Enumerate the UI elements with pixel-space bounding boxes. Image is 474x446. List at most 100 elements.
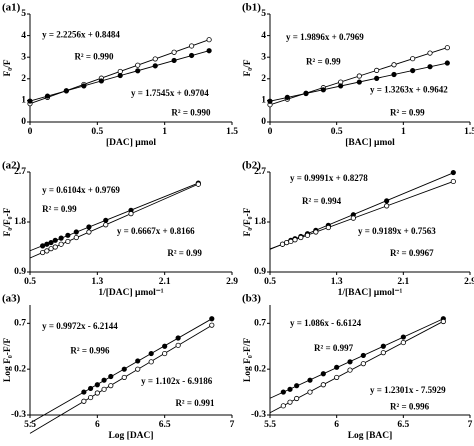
data-point — [88, 394, 94, 401]
data-point — [279, 241, 286, 247]
data-point — [52, 244, 58, 250]
data-point — [101, 386, 107, 392]
data-point — [171, 49, 177, 55]
y-tick-label: 1.8 — [14, 217, 26, 227]
data-point — [98, 78, 104, 84]
data-point — [175, 335, 181, 341]
data-point — [334, 364, 340, 370]
x-tick-label: 2.1 — [159, 277, 171, 287]
data-point — [152, 63, 158, 69]
data-point — [307, 377, 313, 383]
data-point — [94, 390, 100, 396]
data-point — [298, 234, 304, 241]
data-point — [103, 222, 109, 228]
x-axis-label: [BAC] µmol — [345, 138, 395, 148]
data-point — [148, 359, 154, 365]
panel-label: (b1) — [242, 2, 261, 14]
data-point — [48, 239, 54, 246]
annotation: R² = 0.994 — [302, 196, 342, 206]
data-point — [303, 90, 309, 97]
data-point — [380, 350, 386, 356]
data-point — [209, 316, 215, 322]
annotation: y = 1.3263x + 0.9642 — [370, 85, 448, 95]
y-tick-label: 4 — [21, 31, 26, 41]
data-point — [294, 383, 300, 389]
annotation: R² = 0.990 — [74, 51, 114, 61]
y-tick-label: -0.3 — [11, 410, 26, 420]
annotation: y = 1.086x - 6.6124 — [290, 318, 362, 328]
data-point — [108, 373, 114, 380]
data-point — [195, 181, 201, 187]
data-point — [44, 248, 50, 254]
data-point — [391, 62, 397, 68]
trend-line — [29, 318, 213, 424]
data-point — [162, 350, 168, 357]
x-tick-label: 1 — [401, 127, 406, 137]
data-point — [450, 169, 456, 176]
data-point — [189, 43, 195, 49]
x-tick-label: 1.5 — [226, 127, 238, 137]
data-point — [374, 75, 380, 81]
data-point — [267, 98, 273, 104]
annotation: R² = 0.997 — [314, 343, 354, 353]
data-point — [65, 238, 71, 245]
data-point — [400, 339, 406, 346]
y-tick-label: 0.7 — [14, 319, 26, 329]
annotation: y = 0.9972x - 6.2144 — [42, 321, 118, 331]
data-point — [287, 399, 293, 405]
trend-line — [269, 180, 454, 250]
x-tick-label: 1.3 — [331, 277, 343, 287]
data-point — [52, 237, 58, 243]
data-point — [384, 198, 390, 204]
x-tick-label: 1.3 — [91, 277, 103, 287]
data-point — [40, 249, 46, 256]
panel-label: (a3) — [2, 293, 21, 305]
data-point — [334, 374, 340, 381]
data-point — [103, 217, 109, 223]
data-point — [400, 334, 406, 340]
y-axis-label: Log F₀-F/F — [3, 338, 13, 382]
data-point — [135, 62, 141, 68]
annotation: R² = 0.990 — [171, 107, 211, 117]
data-point — [384, 203, 390, 209]
annotation: R² = 0.99 — [306, 57, 341, 67]
data-point — [88, 385, 94, 392]
data-point — [101, 377, 107, 383]
y-axis-label: F₀/F₀-F — [3, 207, 13, 236]
y-tick-label: 0 — [261, 117, 266, 127]
x-tick-label: 5.5 — [264, 420, 276, 430]
data-point — [86, 229, 92, 235]
data-point — [171, 57, 177, 64]
data-point — [73, 229, 79, 235]
y-tick-label: 1.8 — [254, 217, 266, 227]
y-tick-label: 5 — [261, 9, 266, 19]
data-point — [288, 238, 294, 245]
x-tick-label: 5.5 — [24, 420, 36, 430]
panel-label: (b2) — [242, 160, 261, 172]
x-tick-label: 6.5 — [159, 420, 171, 430]
annotation: R² = 0.996 — [390, 401, 430, 411]
annotation: y = 0.9991x + 0.8278 — [290, 173, 368, 183]
data-point — [292, 237, 298, 243]
data-point — [108, 383, 114, 389]
y-tick-label: 3 — [261, 52, 266, 62]
y-tick-label: 0.2 — [254, 364, 266, 374]
annotation: y = 2.2256x + 0.8484 — [42, 30, 120, 40]
x-tick-label: 0.5 — [264, 277, 276, 287]
x-tick-label: 0.5 — [24, 277, 36, 287]
data-point — [320, 371, 326, 377]
y-tick-label: 2 — [21, 74, 26, 84]
y-tick-label: 0.9 — [254, 267, 266, 277]
x-tick-label: 7 — [468, 420, 473, 430]
data-point — [63, 88, 69, 94]
data-point — [121, 374, 127, 381]
data-point — [206, 48, 212, 54]
x-tick-label: 2.9 — [464, 277, 474, 287]
data-point — [86, 224, 92, 230]
data-point — [73, 234, 79, 241]
y-axis-label: F₀/F₀-F — [243, 207, 253, 236]
annotation: y = 1.2301x - 7.5929 — [370, 385, 446, 395]
x-tick-label: 0.5 — [91, 127, 103, 137]
panel-label: (a1) — [2, 2, 21, 14]
